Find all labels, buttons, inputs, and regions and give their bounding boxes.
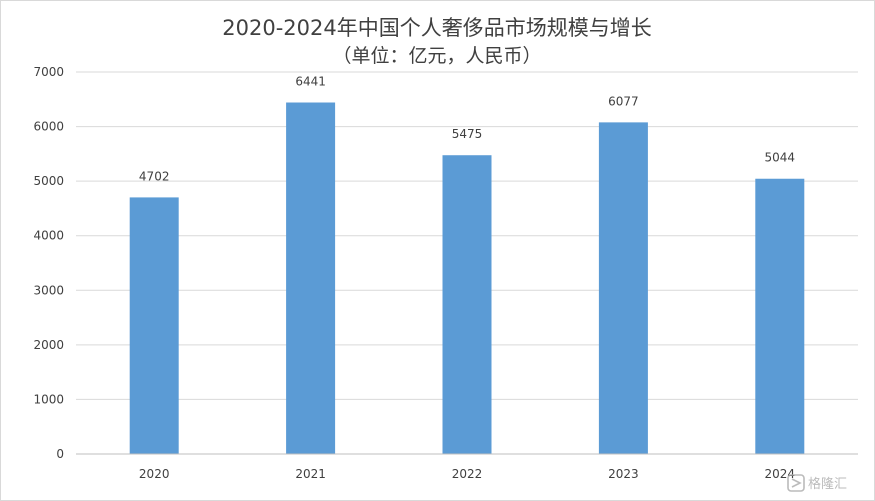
data-label-2022: 5475: [452, 127, 483, 141]
x-tick-label: 2024: [765, 467, 796, 481]
x-tick-label: 2023: [608, 467, 639, 481]
data-label-2020: 4702: [139, 169, 170, 183]
y-tick-label: 0: [56, 447, 64, 461]
y-axis-ticks: 0 1000 2000 3000 4000 5000 6000 7000: [33, 65, 64, 461]
y-tick-label: 3000: [33, 283, 64, 297]
data-label-2024: 5044: [765, 151, 796, 165]
y-tick-label: 2000: [33, 338, 64, 352]
bar-2023: [598, 122, 648, 454]
data-label-2021: 6441: [295, 75, 326, 89]
chart-title: 2020-2024年中国个人奢侈品市场规模与增长: [222, 16, 651, 40]
data-labels: 4702 6441 5475 6077 5044: [139, 75, 795, 184]
bars: [129, 102, 805, 455]
y-tick-label: 4000: [33, 229, 64, 243]
bar-2024: [755, 178, 805, 455]
bar-2022: [442, 155, 492, 454]
y-tick-label: 7000: [33, 65, 64, 79]
chart-subtitle: （单位：亿元，人民币）: [332, 45, 541, 67]
x-tick-label: 2020: [139, 467, 170, 481]
watermark-text: 格隆汇: [808, 476, 847, 492]
watermark: 格隆汇: [787, 474, 847, 492]
y-tick-label: 1000: [33, 392, 64, 406]
gelonghui-logo-icon: [787, 474, 805, 492]
x-axis-ticks: 2020 2021 2022 2023 2024: [139, 467, 795, 481]
x-tick-label: 2022: [452, 467, 483, 481]
x-tick-label: 2021: [295, 467, 326, 481]
bar-2020: [129, 197, 179, 454]
y-tick-label: 5000: [33, 174, 64, 188]
y-tick-label: 6000: [33, 120, 64, 134]
bar-2021: [286, 102, 336, 454]
data-label-2023: 6077: [608, 94, 639, 108]
